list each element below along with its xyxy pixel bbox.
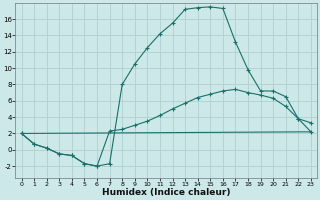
- X-axis label: Humidex (Indice chaleur): Humidex (Indice chaleur): [102, 188, 230, 197]
